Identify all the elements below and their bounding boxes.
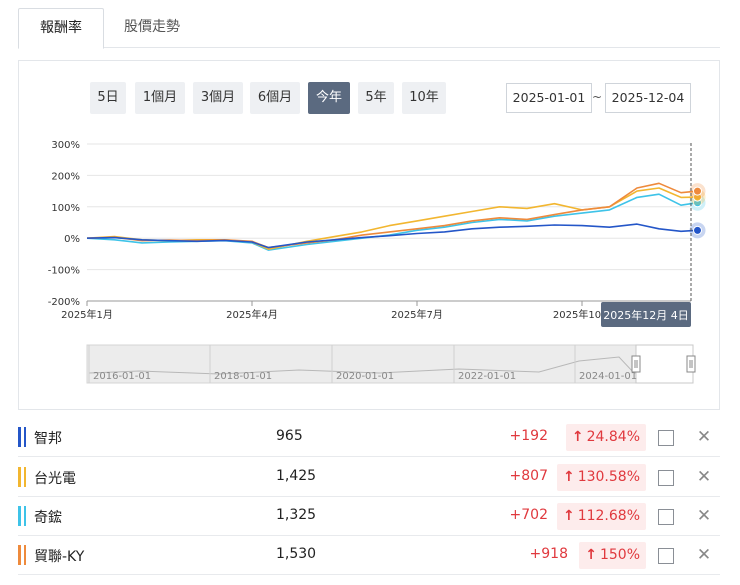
series-end-point	[693, 186, 702, 196]
series-color-marker-secondary	[24, 467, 26, 487]
range-10y-button[interactable]: 10年	[402, 82, 446, 114]
navigator-tick-label: 2018-01-01	[214, 371, 272, 382]
series-color-marker	[18, 467, 21, 487]
series-color-marker	[18, 506, 21, 526]
x-tick-label: 2025年1月	[61, 308, 113, 321]
stock-change: +918	[529, 546, 568, 562]
date-separator: ~	[592, 90, 603, 104]
stock-checkbox[interactable]	[658, 430, 674, 446]
stock-change: +192	[509, 428, 548, 444]
stock-percent: 112.68%	[577, 508, 640, 524]
up-arrow-icon: ↑	[571, 429, 584, 445]
stock-name: 貿聯-KY	[34, 549, 85, 565]
series-line	[86, 223, 698, 249]
range-ytd-button[interactable]: 今年	[308, 82, 350, 114]
stock-change: +807	[509, 468, 548, 484]
remove-stock-close-icon[interactable]: ✕	[696, 427, 712, 447]
chart-panel: 5日 1個月 3個月 6個月 今年 5年 10年 2025-01-01 ~ 20…	[18, 60, 720, 410]
y-tick-label: -200%	[48, 297, 80, 308]
stock-name: 台光電	[34, 471, 76, 487]
end-date-input[interactable]: 2025-12-04	[605, 83, 691, 113]
navigator-right-handle[interactable]	[686, 355, 696, 373]
series-color-marker-secondary	[24, 545, 26, 565]
y-tick-label: 200%	[51, 171, 80, 182]
y-tick-label: 100%	[51, 203, 80, 214]
stock-row: 貿聯-KY 1,530 +918 ↑ 150% ✕	[18, 536, 720, 575]
stock-row: 奇鋐 1,325 +702 ↑ 112.68% ✕	[18, 497, 720, 536]
stock-percent-badge: ↑ 24.84%	[565, 424, 646, 451]
up-arrow-icon: ↑	[585, 547, 597, 563]
navigator-tick-label: 2020-01-01	[336, 371, 394, 382]
stock-percent: 24.84%	[586, 429, 640, 445]
x-axis-ticks: 2025年1月 2025年4月 2025年7月 2025年10月	[61, 301, 611, 321]
return-chart: 300%200%100%0%-100%-200% 2025年1月 2025年4月 2…	[48, 140, 706, 384]
date-tooltip: 2025年12月 4日	[601, 302, 691, 327]
x-tick-label: 2025年7月	[391, 308, 443, 321]
series-color-marker	[18, 545, 21, 565]
stock-price: 1,530	[276, 546, 317, 562]
tab-return-rate[interactable]: 報酬率	[18, 8, 104, 49]
up-arrow-icon: ↑	[562, 508, 575, 524]
stock-percent: 150%	[599, 547, 640, 563]
stock-percent-badge: ↑ 130.58%	[556, 464, 646, 491]
series-color-marker	[18, 427, 21, 447]
start-date-input[interactable]: 2025-01-01	[506, 83, 592, 113]
series-color-marker-secondary	[24, 427, 26, 447]
stock-change: +702	[509, 507, 548, 523]
range-1m-button[interactable]: 1個月	[135, 82, 185, 114]
remove-stock-close-icon[interactable]: ✕	[696, 545, 712, 565]
up-arrow-icon: ↑	[562, 469, 575, 485]
range-navigator[interactable]: 2016-01-01 2018-01-01 2020-01-01 2022-01-01…	[86, 344, 696, 384]
navigator-tick-label: 2024-01-01	[579, 371, 637, 382]
tab-bar: 報酬率 股價走勢	[18, 8, 720, 49]
stock-row: 智邦 965 +192 ↑ 24.84% ✕	[18, 418, 720, 457]
series-line	[86, 193, 698, 251]
tooltip-date-label: 2025年12月 4日	[603, 308, 689, 322]
range-5y-button[interactable]: 5年	[358, 82, 394, 114]
stock-checkbox[interactable]	[658, 470, 674, 486]
stock-checkbox[interactable]	[658, 548, 674, 564]
chart-grid	[87, 143, 691, 302]
navigator-tick-label: 2016-01-01	[93, 371, 151, 382]
remove-stock-close-icon[interactable]: ✕	[696, 506, 712, 526]
y-tick-label: 0%	[64, 234, 80, 245]
series-end-point	[693, 225, 702, 235]
stock-row: 台光電 1,425 +807 ↑ 130.58% ✕	[18, 458, 720, 497]
stock-price: 965	[276, 428, 303, 444]
y-axis-ticks: 300% 200% 100% 0% -100% -200%	[48, 140, 80, 308]
range-5d-button[interactable]: 5日	[90, 82, 126, 114]
remove-stock-close-icon[interactable]: ✕	[696, 467, 712, 487]
range-3m-button[interactable]: 3個月	[193, 82, 243, 114]
navigator-tick-label: 2022-01-01	[458, 371, 516, 382]
stock-price: 1,425	[276, 468, 317, 484]
stock-percent: 130.58%	[577, 469, 640, 485]
range-6m-button[interactable]: 6個月	[250, 82, 300, 114]
stock-percent-badge: ↑ 112.68%	[556, 503, 646, 530]
x-tick-label: 2025年10月	[553, 308, 611, 321]
stock-price: 1,325	[276, 507, 317, 523]
tab-price-trend[interactable]: 股價走勢	[124, 19, 180, 35]
x-tick-label: 2025年4月	[226, 308, 278, 321]
navigator-left-handle[interactable]	[631, 355, 641, 373]
stock-checkbox[interactable]	[658, 509, 674, 525]
chart-series	[86, 182, 706, 251]
y-tick-label: -100%	[48, 266, 80, 277]
series-color-marker-secondary	[24, 506, 26, 526]
stock-name: 奇鋐	[34, 510, 62, 526]
y-tick-label: 300%	[51, 140, 80, 151]
stock-percent-badge: ↑ 150%	[579, 542, 646, 569]
stock-name: 智邦	[34, 431, 62, 447]
